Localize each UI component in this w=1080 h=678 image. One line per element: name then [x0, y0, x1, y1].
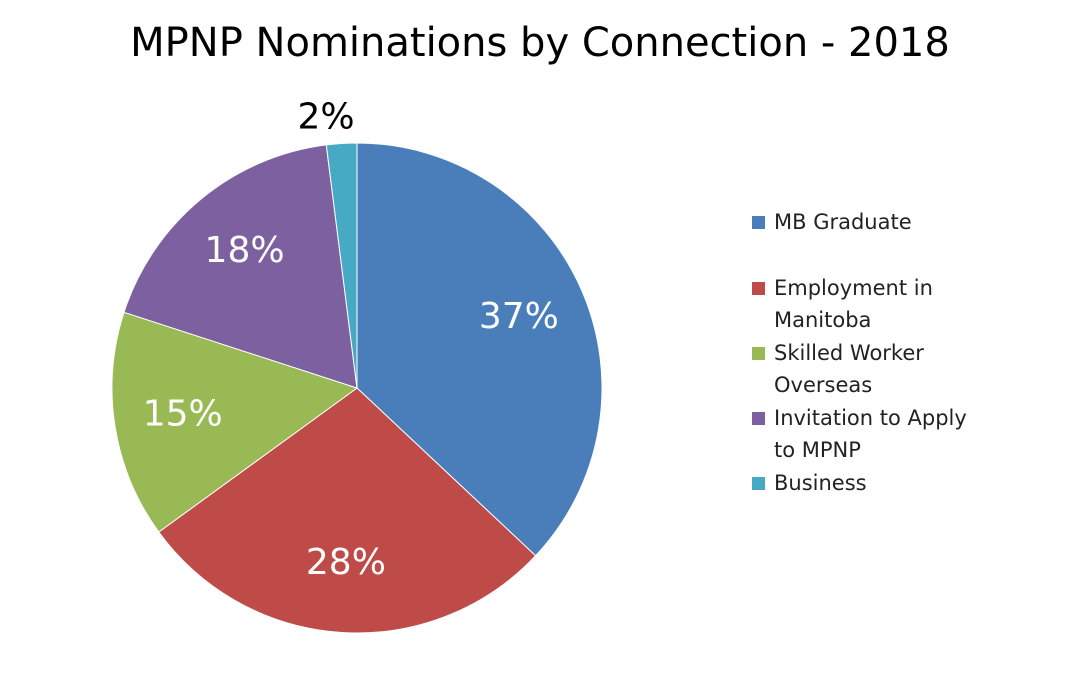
data-label: 15%: [143, 394, 223, 435]
data-label: 2%: [297, 97, 354, 138]
legend-item: Employment in Manitoba: [752, 272, 987, 337]
legend-label: MB Graduate: [774, 210, 912, 234]
pie-slice: [325, 142, 358, 389]
data-label: 37%: [479, 296, 559, 337]
legend-swatch: [752, 411, 765, 425]
legend-swatch: [752, 346, 765, 360]
legend-swatch: [752, 281, 765, 295]
legend-swatch: [752, 216, 765, 229]
legend-item: Skilled Worker Overseas: [752, 337, 987, 402]
pie-slice: [111, 311, 359, 533]
legend-label: Skilled Worker Overseas: [774, 340, 924, 398]
data-label: 18%: [205, 230, 285, 271]
legend-item: MB Graduate: [752, 206, 987, 239]
legend-swatch: [752, 476, 765, 490]
data-label: 28%: [306, 542, 386, 583]
pie-slice: [123, 144, 358, 389]
legend-item: Business: [752, 467, 987, 500]
pie-slice: [356, 142, 603, 557]
chart-title: MPNP Nominations by Connection - 2018: [130, 20, 950, 66]
legend-label: Employment in Manitoba: [774, 275, 933, 333]
legend-item: Invitation to Apply to MPNP: [752, 402, 987, 467]
legend-label: Business: [774, 470, 867, 495]
legend: MB Graduate Employment in Manitoba Skilled…: [752, 206, 987, 499]
legend-label: Invitation to Apply to MPNP: [774, 405, 967, 463]
pie-slice: [158, 387, 537, 634]
